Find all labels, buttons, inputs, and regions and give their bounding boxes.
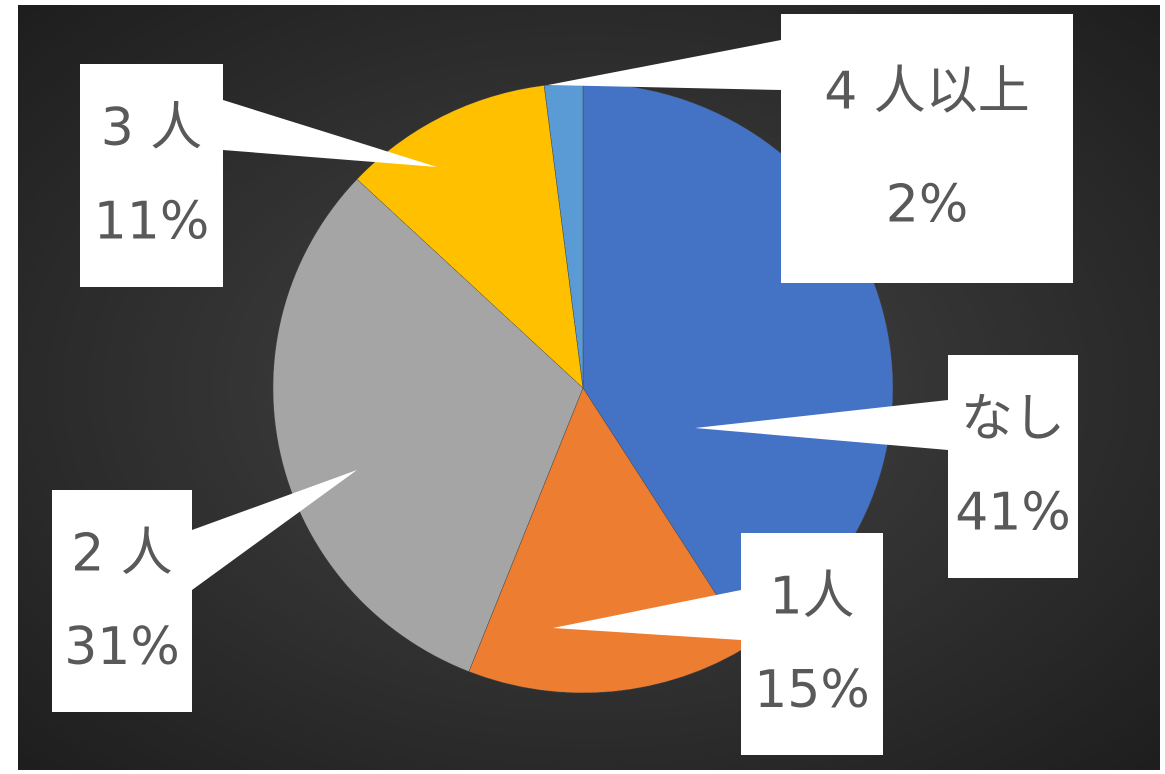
callout-pointer <box>695 400 948 450</box>
callout-box <box>948 355 1078 578</box>
category-label: 1人 <box>769 567 854 627</box>
callout-pointer <box>548 40 781 90</box>
value-label: 2% <box>886 175 969 235</box>
value-label: 11% <box>94 192 210 252</box>
callout-box <box>781 14 1073 283</box>
category-label: 3 人 <box>101 98 203 158</box>
pie-slice <box>272 178 584 672</box>
category-label: 4 人以上 <box>824 62 1030 122</box>
value-label: 31% <box>64 617 180 677</box>
callout-box <box>741 533 883 755</box>
category-label: なし <box>961 389 1065 449</box>
callout-box <box>80 64 223 287</box>
callout-pointer <box>223 100 437 167</box>
value-label: 15% <box>754 660 870 720</box>
callout-pointer <box>553 590 741 640</box>
callout-box <box>52 490 192 712</box>
callout-pointer <box>192 470 357 590</box>
value-label: 41% <box>955 483 1071 543</box>
category-label: 2 人 <box>71 524 173 584</box>
